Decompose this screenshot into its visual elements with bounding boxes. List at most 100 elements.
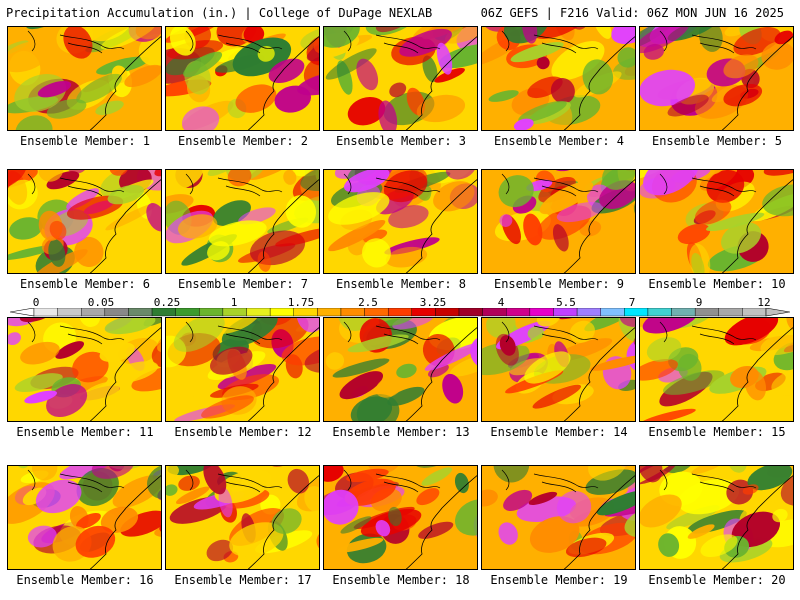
colorbar-swatch bbox=[364, 308, 389, 317]
ensemble-map-4 bbox=[481, 26, 636, 131]
ensemble-map-1 bbox=[7, 26, 162, 131]
colorbar-swatch bbox=[57, 308, 82, 317]
precip-field-19 bbox=[482, 466, 635, 569]
ensemble-map-17 bbox=[165, 465, 320, 570]
ensemble-member-label: Ensemble Member: 13 bbox=[332, 425, 470, 439]
ensemble-member-label: Ensemble Member: 19 bbox=[490, 573, 628, 587]
colorbar-swatch bbox=[293, 308, 318, 317]
ensemble-map-8 bbox=[323, 169, 478, 274]
colorbar-tick-label: 0 bbox=[32, 296, 40, 309]
model-run-info: 06Z GEFS | F216 Valid: 06Z MON JUN 16 20… bbox=[480, 6, 784, 20]
colorbar-swatch bbox=[175, 308, 200, 317]
colorbar-swatch bbox=[624, 308, 649, 317]
ensemble-member-label: Ensemble Member: 1 bbox=[19, 134, 151, 148]
colorbar-tick-label: 5.5 bbox=[556, 296, 576, 309]
ensemble-map-3 bbox=[323, 26, 478, 131]
ensemble-map-10 bbox=[639, 169, 794, 274]
ensemble-map-14 bbox=[481, 317, 636, 422]
ensemble-map-19 bbox=[481, 465, 636, 570]
ensemble-member-label: Ensemble Member: 14 bbox=[490, 425, 628, 439]
ensemble-member-label: Ensemble Member: 12 bbox=[174, 425, 312, 439]
colorbar-swatch bbox=[387, 308, 413, 317]
colorbar-swatch bbox=[506, 308, 531, 317]
precip-field-16 bbox=[8, 466, 161, 569]
colorbar-swatch bbox=[128, 308, 153, 317]
colorbar-swatch bbox=[199, 308, 224, 317]
colorbar-swatch bbox=[269, 308, 294, 317]
colorbar-swatch bbox=[553, 308, 578, 317]
precipitation-colorbar: 0 0.05 0.25 1 1.75 2.5 3.25 4 5.5 7 9 12 bbox=[10, 296, 790, 320]
ensemble-map-11 bbox=[7, 317, 162, 422]
colorbar-tick-label: 1.75 bbox=[287, 296, 315, 309]
colorbar-swatch bbox=[222, 308, 247, 317]
colorbar-swatch bbox=[317, 308, 342, 317]
ensemble-map-12 bbox=[165, 317, 320, 422]
ensemble-map-15 bbox=[639, 317, 794, 422]
ensemble-member-label: Ensemble Member: 11 bbox=[16, 425, 154, 439]
colorbar-tick-label: 0.05 bbox=[87, 296, 115, 309]
precip-field-9 bbox=[482, 170, 635, 273]
ensemble-member-label: Ensemble Member: 6 bbox=[19, 277, 151, 291]
ensemble-member-label: Ensemble Member: 5 bbox=[651, 134, 783, 148]
colorbar-swatch bbox=[104, 308, 129, 317]
colorbar-swatch bbox=[340, 308, 365, 317]
ensemble-member-label: Ensemble Member: 15 bbox=[648, 425, 786, 439]
colorbar-swatch bbox=[671, 308, 696, 317]
colorbar-swatch bbox=[151, 308, 176, 317]
ensemble-map-7 bbox=[165, 169, 320, 274]
colorbar-swatch bbox=[33, 308, 58, 317]
colorbar-tick-label: 7 bbox=[628, 296, 636, 309]
colorbar-tick-label: 3.25 bbox=[419, 296, 447, 309]
ensemble-map-16 bbox=[7, 465, 162, 570]
precip-field-17 bbox=[166, 466, 319, 569]
colorbar-swatch bbox=[600, 308, 625, 317]
precip-field-10 bbox=[640, 170, 793, 273]
precip-field-7 bbox=[166, 170, 319, 273]
colorbar-swatch bbox=[81, 308, 106, 317]
ensemble-member-label: Ensemble Member: 2 bbox=[177, 134, 309, 148]
precip-field-6 bbox=[8, 170, 161, 273]
precip-field-13 bbox=[324, 318, 477, 421]
colorbar-swatch bbox=[529, 308, 554, 317]
precip-field-20 bbox=[640, 466, 793, 569]
colorbar-strip bbox=[10, 308, 790, 317]
colorbar-tick-label: 12 bbox=[757, 296, 771, 309]
colorbar-swatch bbox=[411, 308, 436, 317]
colorbar-swatch bbox=[435, 308, 460, 317]
ensemble-map-18 bbox=[323, 465, 478, 570]
colorbar-swatch bbox=[482, 308, 507, 317]
precip-field-8 bbox=[324, 170, 477, 273]
colorbar-tick-label: 1 bbox=[230, 296, 238, 309]
ensemble-member-label: Ensemble Member: 17 bbox=[174, 573, 312, 587]
colorbar-swatch bbox=[246, 308, 271, 317]
colorbar-tick-label: 9 bbox=[695, 296, 703, 309]
ensemble-member-label: Ensemble Member: 4 bbox=[493, 134, 625, 148]
colorbar-tick-label: 2.5 bbox=[358, 296, 378, 309]
ensemble-member-label: Ensemble Member: 16 bbox=[16, 573, 154, 587]
ensemble-map-9 bbox=[481, 169, 636, 274]
colorbar-swatch bbox=[458, 308, 483, 317]
precip-field-18 bbox=[324, 466, 477, 569]
ensemble-map-5 bbox=[639, 26, 794, 131]
precip-field-2 bbox=[166, 27, 319, 130]
colorbar-min-arrow bbox=[10, 308, 35, 317]
ensemble-member-label: Ensemble Member: 8 bbox=[335, 277, 467, 291]
ensemble-member-label: Ensemble Member: 20 bbox=[648, 573, 786, 587]
colorbar-swatch bbox=[576, 308, 601, 317]
precip-field-14 bbox=[482, 318, 635, 421]
colorbar-tick-label: 0.25 bbox=[153, 296, 181, 309]
chart-title: Precipitation Accumulation (in.) | Colle… bbox=[6, 6, 433, 20]
precip-field-5 bbox=[640, 27, 793, 130]
ensemble-map-6 bbox=[7, 169, 162, 274]
ensemble-map-13 bbox=[323, 317, 478, 422]
colorbar-tick-label: 4 bbox=[497, 296, 505, 309]
ensemble-member-label: Ensemble Member: 7 bbox=[177, 277, 309, 291]
ensemble-member-label: Ensemble Member: 18 bbox=[332, 573, 470, 587]
precip-field-4 bbox=[482, 27, 635, 130]
ensemble-member-label: Ensemble Member: 3 bbox=[335, 134, 467, 148]
ensemble-member-label: Ensemble Member: 9 bbox=[493, 277, 625, 291]
precip-field-15 bbox=[640, 318, 793, 421]
precip-field-11 bbox=[8, 318, 161, 421]
precip-field-1 bbox=[8, 27, 161, 130]
precip-field-3 bbox=[324, 27, 477, 130]
